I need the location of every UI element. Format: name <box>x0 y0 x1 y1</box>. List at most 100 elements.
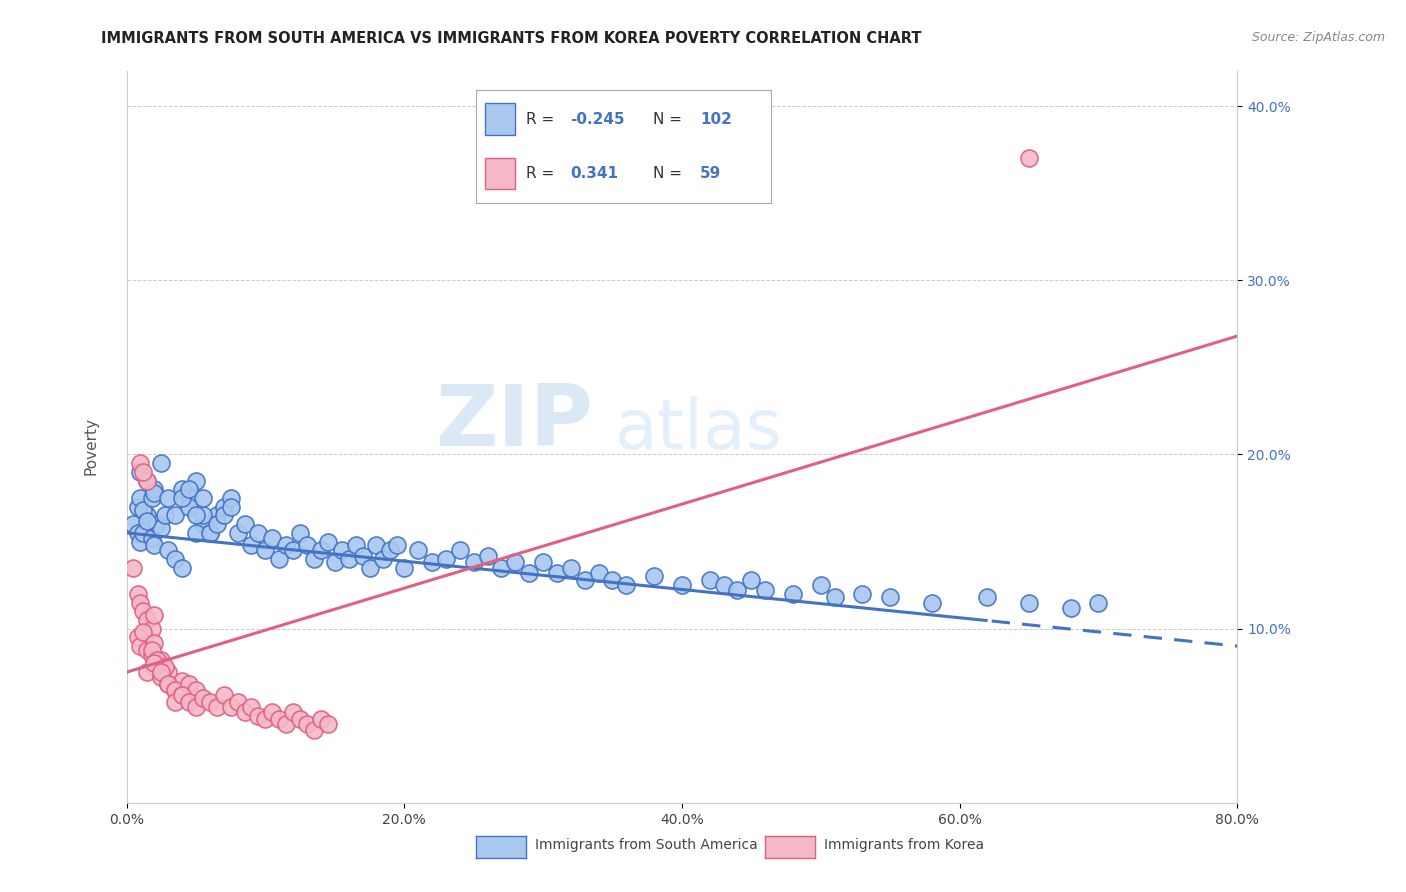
Point <box>281 543 304 558</box>
Point <box>150 521 173 535</box>
Point <box>727 583 749 598</box>
Point <box>212 500 235 514</box>
Point <box>143 635 166 649</box>
Point <box>184 508 207 523</box>
Point <box>276 538 298 552</box>
Point <box>337 552 360 566</box>
Text: ZIP: ZIP <box>436 381 593 464</box>
Point <box>262 531 284 545</box>
Point <box>219 700 242 714</box>
Point <box>352 549 374 563</box>
Point <box>165 508 187 523</box>
Point <box>172 688 194 702</box>
Point <box>157 543 180 558</box>
Point <box>129 465 152 479</box>
Point <box>129 456 152 470</box>
Point <box>262 705 284 719</box>
Point <box>491 560 513 574</box>
Point <box>643 569 665 583</box>
Point <box>150 456 173 470</box>
Text: atlas: atlas <box>616 396 783 463</box>
Point <box>449 543 471 558</box>
Point <box>157 665 180 680</box>
Point <box>150 657 173 671</box>
Point <box>127 500 149 514</box>
Point <box>129 639 152 653</box>
Point <box>531 556 554 570</box>
Point <box>879 591 901 605</box>
Point <box>143 483 166 497</box>
Point <box>172 491 194 505</box>
Point <box>136 508 159 523</box>
Point <box>226 695 249 709</box>
Point <box>198 525 221 540</box>
Point <box>136 474 159 488</box>
Point <box>269 712 291 726</box>
Point <box>671 578 693 592</box>
Point <box>141 531 163 545</box>
Point <box>165 695 187 709</box>
Point <box>359 560 381 574</box>
Point <box>141 648 163 662</box>
Point <box>434 552 457 566</box>
Point <box>254 712 277 726</box>
Point <box>205 700 228 714</box>
Point <box>205 517 228 532</box>
Point <box>150 670 173 684</box>
Point <box>233 517 256 532</box>
Text: IMMIGRANTS FROM SOUTH AMERICA VS IMMIGRANTS FROM KOREA POVERTY CORRELATION CHART: IMMIGRANTS FROM SOUTH AMERICA VS IMMIGRA… <box>101 31 922 46</box>
Point <box>165 682 187 697</box>
Point <box>127 587 149 601</box>
Point <box>155 660 177 674</box>
Point <box>713 578 735 592</box>
Point <box>247 708 270 723</box>
Text: Immigrants from Korea: Immigrants from Korea <box>824 838 984 852</box>
Point <box>316 534 339 549</box>
Point <box>177 483 200 497</box>
Point <box>281 705 304 719</box>
Point <box>157 677 180 691</box>
Point <box>309 543 332 558</box>
Point <box>191 691 214 706</box>
Point <box>1087 595 1109 609</box>
Point <box>699 573 721 587</box>
Point <box>233 705 256 719</box>
Point <box>477 549 499 563</box>
Point <box>344 538 367 552</box>
Point <box>172 560 194 574</box>
Point <box>177 491 200 505</box>
Point <box>184 682 207 697</box>
Point <box>546 566 568 580</box>
Text: Immigrants from South America: Immigrants from South America <box>536 838 758 852</box>
Point <box>323 556 346 570</box>
Point <box>184 525 207 540</box>
Point <box>851 587 873 601</box>
Point <box>1018 595 1040 609</box>
Point <box>143 485 166 500</box>
Point <box>302 552 325 566</box>
Point <box>150 665 173 680</box>
Point <box>602 573 624 587</box>
Point <box>177 677 200 691</box>
Point <box>122 517 145 532</box>
Point <box>143 607 166 622</box>
Point <box>394 560 416 574</box>
Point <box>309 712 332 726</box>
Point <box>150 653 173 667</box>
Point <box>146 517 169 532</box>
Point <box>136 514 159 528</box>
Point <box>177 695 200 709</box>
Point <box>184 700 207 714</box>
Point <box>143 538 166 552</box>
Point <box>136 474 159 488</box>
Point <box>129 534 152 549</box>
Point <box>172 483 194 497</box>
Point <box>132 503 155 517</box>
Point <box>198 695 221 709</box>
Point <box>141 642 163 657</box>
Point <box>226 525 249 540</box>
Point <box>191 517 214 532</box>
Point <box>157 491 180 505</box>
Point <box>782 587 804 601</box>
Point <box>122 560 145 574</box>
